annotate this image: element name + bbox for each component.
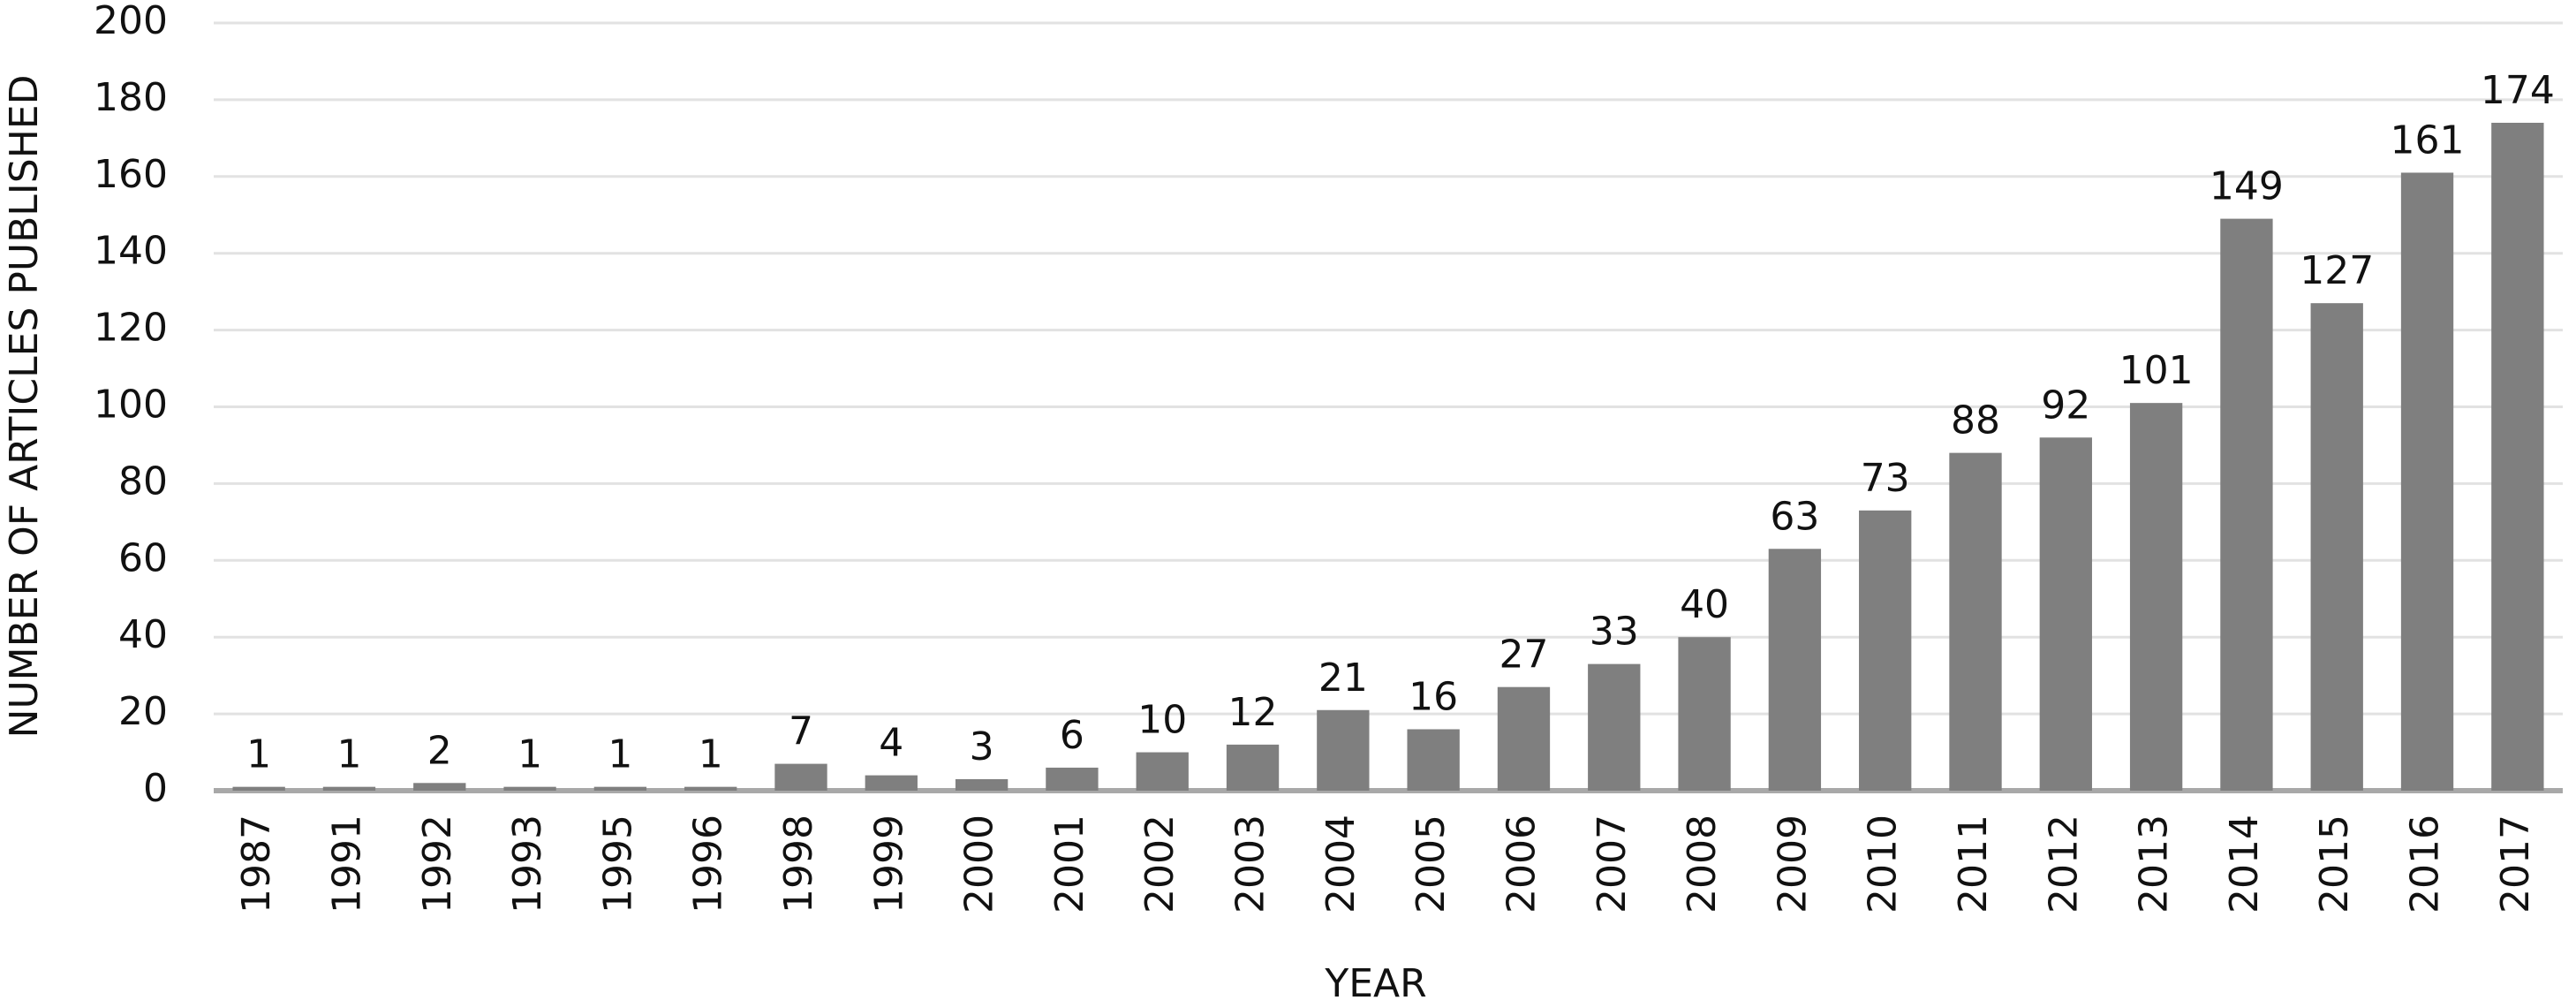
x-tick-label: 2001	[1047, 815, 1092, 913]
x-tick-label: 2013	[2132, 815, 2177, 913]
x-tick-label: 1995	[595, 815, 640, 913]
data-label: 6	[1060, 713, 1084, 758]
data-label: 27	[1499, 633, 1548, 678]
bar	[2400, 172, 2454, 791]
bar	[684, 786, 737, 791]
bar	[2220, 218, 2273, 792]
bar	[503, 786, 556, 791]
x-tick-label: 2015	[2312, 815, 2357, 913]
bar	[1407, 729, 1460, 791]
bar	[1226, 744, 1280, 791]
x-tick-label: 1993	[505, 815, 550, 913]
x-tick-label: 2002	[1137, 815, 1182, 913]
y-tick-label: 80	[118, 459, 168, 504]
x-tick-label: 1987	[234, 815, 279, 913]
y-tick-label: 120	[94, 306, 168, 351]
x-tick-label: 2004	[1318, 815, 1364, 913]
y-axis-title: NUMBER OF ARTICLES PUBLISHED	[2, 75, 47, 739]
data-label: 1	[608, 732, 632, 777]
data-label: 2	[427, 728, 452, 773]
data-label: 33	[1590, 610, 1639, 655]
bar	[2491, 122, 2544, 792]
x-tick-label: 1996	[686, 815, 731, 913]
x-tick-label: 2009	[1770, 815, 1815, 913]
data-label: 1	[699, 732, 723, 777]
x-tick-label: 1998	[776, 815, 821, 913]
data-label: 4	[879, 721, 903, 766]
data-label: 127	[2300, 248, 2374, 293]
data-label: 3	[970, 724, 994, 769]
data-label: 149	[2210, 164, 2284, 209]
y-tick-label: 200	[94, 0, 168, 43]
bar	[322, 786, 376, 791]
data-label: 174	[2481, 68, 2555, 113]
x-tick-label: 2016	[2403, 815, 2448, 913]
bar	[1497, 686, 1551, 791]
data-label: 161	[2391, 117, 2465, 163]
data-label: 92	[2041, 383, 2090, 428]
y-tick-label: 60	[118, 535, 168, 580]
data-label: 1	[336, 732, 361, 777]
data-label: 1	[517, 732, 542, 777]
bar	[955, 778, 1008, 791]
data-label: 40	[1680, 582, 1729, 627]
x-tick-label: 1999	[866, 815, 911, 913]
x-tick-label: 2008	[1680, 815, 1725, 913]
y-tick-label: 20	[118, 689, 168, 734]
x-tick-label: 2006	[1499, 815, 1544, 913]
bar	[2310, 303, 2363, 791]
y-tick-label: 0	[143, 766, 168, 811]
data-label: 12	[1228, 690, 1278, 735]
x-tick-label: 2000	[957, 815, 1002, 913]
data-label: 16	[1409, 674, 1458, 719]
x-tick-label: 1992	[415, 815, 460, 913]
x-tick-label: 1991	[324, 815, 369, 913]
bar	[865, 775, 918, 791]
bar	[1859, 510, 1912, 791]
x-tick-label: 2007	[1590, 815, 1635, 913]
bar	[1678, 637, 1731, 791]
bar	[774, 763, 827, 791]
x-tick-label: 2003	[1228, 815, 1273, 913]
x-axis-title: YEAR	[1324, 961, 1426, 1006]
bar	[1317, 709, 1370, 791]
x-tick-label: 2017	[2493, 815, 2538, 913]
data-label: 21	[1318, 656, 1368, 701]
bar	[2129, 403, 2183, 791]
data-label: 63	[1770, 494, 1819, 539]
bar	[593, 786, 647, 791]
data-label: 1	[246, 732, 271, 777]
data-label: 101	[2119, 348, 2194, 393]
bar	[232, 786, 285, 791]
y-tick-label: 140	[94, 229, 168, 274]
x-tick-label: 2014	[2222, 815, 2267, 913]
y-tick-label: 180	[94, 75, 168, 120]
bar	[1588, 663, 1641, 791]
x-tick-label: 2010	[1861, 815, 1906, 913]
data-label: 10	[1137, 698, 1187, 743]
y-tick-label: 40	[118, 612, 168, 657]
x-tick-label: 2011	[1951, 815, 1996, 913]
bar	[1136, 752, 1189, 791]
y-tick-label: 100	[94, 383, 168, 428]
bar	[1046, 767, 1099, 791]
data-label: 7	[789, 709, 813, 754]
bar	[413, 783, 466, 791]
y-tick-label: 160	[94, 152, 168, 197]
x-tick-label: 2005	[1409, 815, 1454, 913]
bar	[1949, 452, 2002, 791]
bar	[1768, 549, 1822, 791]
data-label: 73	[1861, 456, 1910, 501]
data-label: 88	[1951, 398, 2000, 443]
x-tick-label: 2012	[2041, 815, 2086, 913]
bar	[2039, 437, 2092, 791]
